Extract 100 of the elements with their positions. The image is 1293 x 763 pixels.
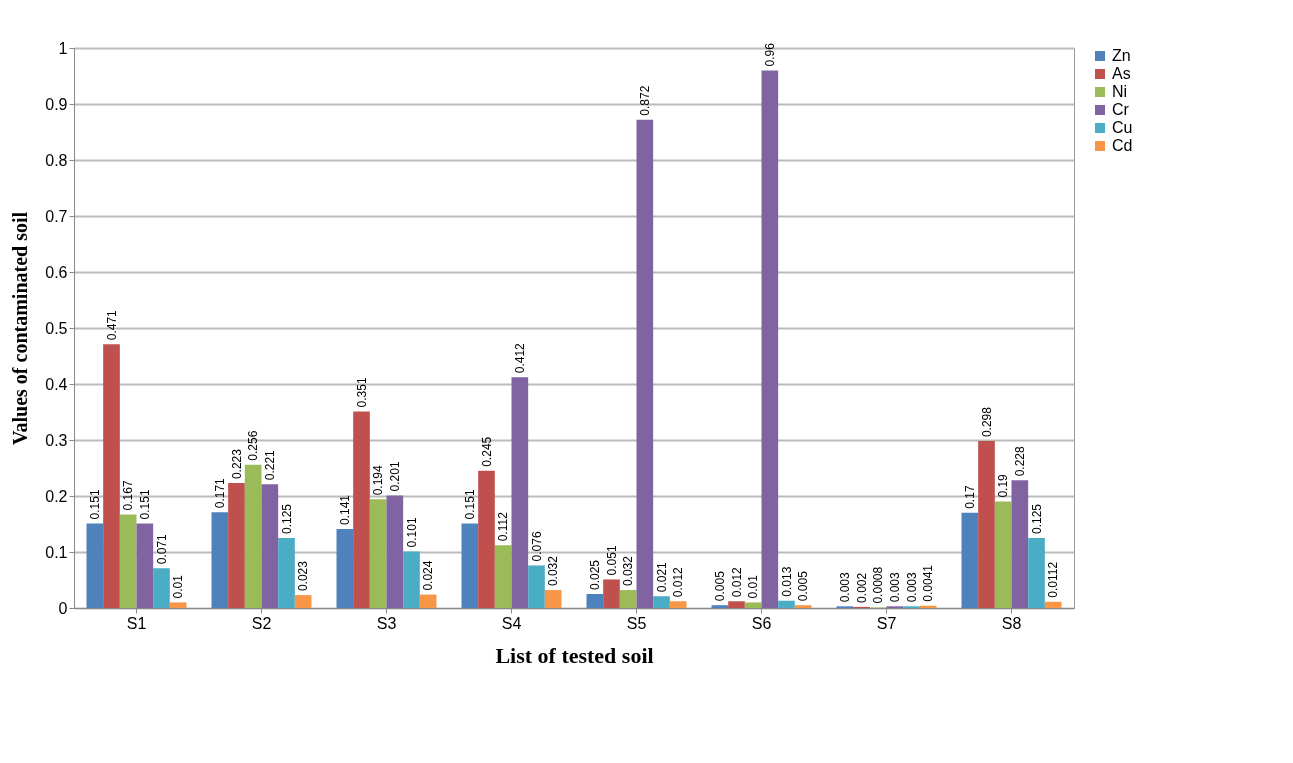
bar [761,70,779,608]
y-tick-label: 0.8 [45,151,68,169]
legend-label: As [1112,65,1131,82]
x-tick-label: S2 [251,614,272,632]
data-label: 0.351 [354,377,369,408]
bar [103,344,120,608]
bar [336,529,354,608]
bar [461,523,479,608]
data-label: 0.101 [404,517,419,548]
bar [778,600,795,608]
bar [403,551,420,608]
x-axis-title: List of tested soil [495,642,654,668]
data-label: 0.0008 [871,566,886,604]
bar [244,464,262,608]
data-label: 0.003 [904,571,919,603]
legend-label: Cr [1112,101,1130,118]
bar [794,605,812,608]
legend-label: Cd [1112,137,1133,154]
bar [261,484,279,608]
bar [86,523,104,608]
bar [586,594,604,608]
bar [136,523,154,608]
bar [744,602,762,608]
data-label: 0.171 [212,477,227,509]
data-label: 0.005 [796,570,811,602]
bar [211,512,229,608]
bar [528,565,545,608]
bar [544,590,562,608]
bar [278,538,295,608]
data-label: 0.412 [512,342,527,374]
bar [494,545,512,608]
x-tick-label: S1 [126,614,147,632]
data-label: 0.071 [154,533,169,565]
data-label: 0.076 [529,531,544,562]
bar [994,501,1012,608]
bar [1028,538,1045,608]
data-label: 0.471 [104,309,119,341]
data-label: 0.032 [621,555,636,587]
data-label: 0.17 [962,485,977,509]
y-tick-label: 0.2 [45,487,68,505]
data-label: 0.051 [604,545,619,576]
data-label: 0.023 [296,560,311,592]
x-tick-label: S4 [501,614,522,632]
bar [169,602,187,608]
bar [478,470,495,608]
data-label: 0.01 [746,574,761,599]
y-tick-label: 0.5 [45,319,68,337]
bar [294,595,312,608]
data-label: 0.025 [587,559,602,590]
y-tick-label: 0.4 [45,375,68,393]
bar [153,568,170,608]
data-label: 0.245 [479,436,494,467]
data-label: 0.013 [779,566,794,597]
bar [669,601,687,608]
bar [603,579,620,608]
data-label: 0.256 [246,430,261,461]
legend-label: Ni [1112,83,1128,100]
bar [228,483,245,608]
x-tick-label: S3 [376,614,397,632]
data-label: 0.96 [762,42,777,67]
data-label: 0.221 [262,449,277,481]
bar [419,594,437,608]
bar [728,601,745,608]
data-label: 0.003 [887,571,902,603]
data-label: 0.002 [854,572,869,603]
x-tick-label: S6 [751,614,772,632]
data-label: 0.194 [371,465,386,496]
data-label: 0.228 [1012,445,1027,477]
data-label: 0.012 [671,566,686,598]
y-tick-label: 0.6 [45,263,68,281]
x-tick-label: S8 [1001,614,1022,632]
y-tick-label: 1 [58,39,68,57]
data-label: 0.151 [462,489,477,520]
bar [119,514,137,608]
data-label: 0.005 [712,570,727,602]
data-label: 0.0041 [921,564,936,602]
legend-label: Cu [1112,119,1133,136]
data-label: 0.003 [837,571,852,603]
y-tick-label: 0.1 [45,543,68,561]
bar [386,495,404,608]
data-label: 0.0112 [1046,561,1061,598]
bar [369,499,387,608]
data-label: 0.167 [121,480,136,511]
data-label: 0.032 [546,555,561,587]
bar [636,119,654,608]
data-label: 0.021 [654,561,669,593]
x-tick-label: S5 [626,614,647,632]
legend-label: Zn [1112,47,1131,64]
x-tick-label: S7 [876,614,897,632]
bar [1044,601,1062,608]
data-label: 0.01 [171,574,186,599]
data-label: 0.125 [279,503,294,534]
data-label: 0.112 [496,511,511,542]
bar [711,605,729,608]
data-label: 0.125 [1029,503,1044,534]
y-tick-label: 0.9 [45,95,68,113]
bar [353,411,370,608]
data-label: 0.141 [337,494,352,526]
y-tick-label: 0.7 [45,207,68,225]
data-label: 0.012 [729,566,744,598]
